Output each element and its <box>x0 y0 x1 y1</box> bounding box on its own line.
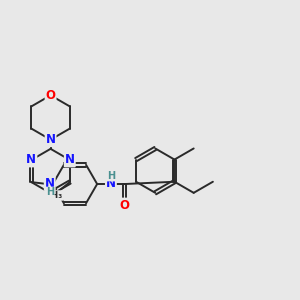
Text: H: H <box>46 188 54 197</box>
Text: N: N <box>46 133 56 146</box>
Text: N: N <box>106 177 116 190</box>
Text: N: N <box>26 153 36 167</box>
Text: N: N <box>45 177 55 190</box>
Text: CH₃: CH₃ <box>44 191 62 200</box>
Text: N: N <box>65 153 75 167</box>
Text: O: O <box>46 89 56 102</box>
Text: O: O <box>120 199 130 212</box>
Text: H: H <box>107 171 115 181</box>
